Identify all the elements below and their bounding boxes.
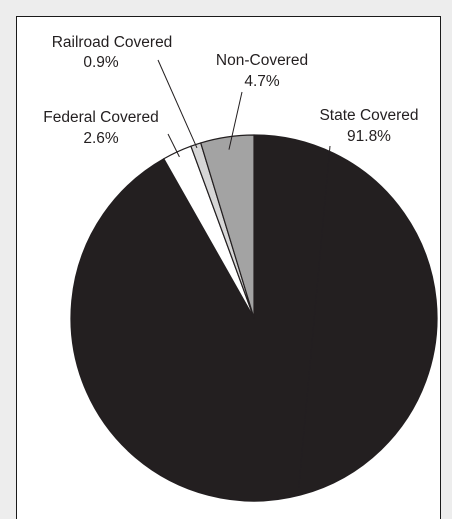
- leader-line-state-covered: [298, 145, 331, 488]
- value-federal-covered: 2.6%: [83, 130, 119, 147]
- leader-line-railroad-covered: [157, 59, 198, 149]
- value-non-covered: 4.7%: [244, 73, 280, 90]
- label-state-covered: State Covered: [319, 107, 418, 124]
- leader-lines: [157, 59, 331, 488]
- pie-slice-non-covered: [200, 134, 255, 319]
- label-federal-covered: Federal Covered: [43, 109, 158, 126]
- leader-line-federal-covered: [167, 133, 180, 158]
- pie-slices: [70, 134, 438, 502]
- leader-line-non-covered: [228, 91, 243, 150]
- value-railroad-covered: 0.9%: [83, 54, 119, 71]
- label-railroad-covered: Railroad Covered: [52, 34, 173, 51]
- label-non-covered: Non-Covered: [216, 52, 308, 69]
- value-state-covered: 91.8%: [347, 128, 391, 145]
